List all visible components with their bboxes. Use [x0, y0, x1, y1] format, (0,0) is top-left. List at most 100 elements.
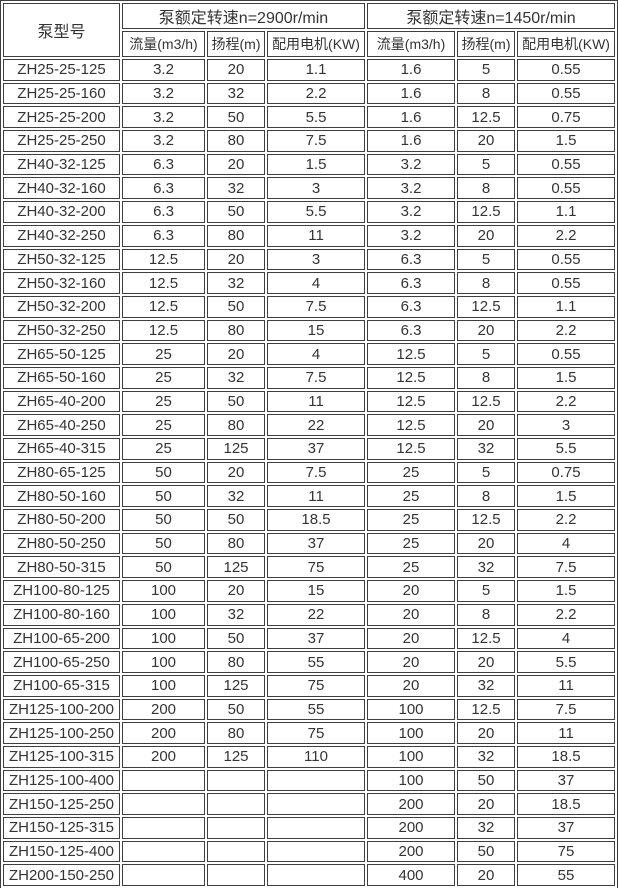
value-cell: 100 [122, 580, 205, 602]
value-cell: 12.5 [367, 343, 456, 365]
value-cell: 3 [267, 177, 366, 200]
table-row: ZH25-25-125 3.2 20 1.1 1.6 5 0.55 [3, 59, 616, 81]
value-cell: 7.5 [267, 366, 366, 389]
value-cell: 5 [457, 343, 516, 365]
value-cell: 2.2 [517, 509, 616, 531]
value-cell: 11 [267, 224, 366, 247]
value-cell: 0.55 [517, 153, 616, 176]
value-cell: 50 [207, 295, 265, 318]
value-cell: 32 [457, 817, 516, 839]
pump-model-cell: ZH50-32-125 [3, 248, 120, 271]
value-cell: 6.3 [367, 248, 456, 271]
value-cell: 20 [367, 580, 456, 602]
value-cell: 20 [457, 864, 516, 887]
value-cell: 100 [122, 651, 205, 673]
value-cell: 8 [457, 485, 516, 508]
value-cell: 32 [207, 485, 265, 508]
value-cell: 8 [457, 366, 516, 389]
value-cell: 6.3 [122, 224, 205, 247]
value-cell: 1.5 [517, 130, 616, 152]
value-cell: 80 [207, 532, 265, 555]
value-cell: 8 [457, 82, 516, 105]
header-row-groups: 泵型号 泵额定转速n=2900r/min 泵额定转速n=1450r/min [3, 3, 616, 57]
value-cell: 2.2 [267, 82, 366, 105]
value-cell: 110 [267, 745, 366, 768]
value-cell [122, 769, 205, 792]
value-cell: 75 [267, 674, 366, 697]
value-cell: 5 [457, 59, 516, 81]
value-cell: 0.55 [517, 82, 616, 105]
value-cell: 6.3 [367, 319, 456, 342]
value-cell: 12.5 [367, 414, 456, 436]
value-cell: 5.5 [517, 651, 616, 673]
value-cell: 2.2 [517, 603, 616, 626]
value-cell: 7.5 [517, 556, 616, 579]
pump-model-cell: ZH40-32-250 [3, 224, 120, 247]
value-cell: 12.5 [122, 319, 205, 342]
pump-model-cell: ZH80-50-250 [3, 532, 120, 555]
value-cell: 3 [517, 414, 616, 436]
value-cell: 37 [267, 438, 366, 460]
value-cell: 11 [267, 390, 366, 413]
table-row: ZH65-50-125 25 20 4 12.5 5 0.55 [3, 343, 616, 365]
value-cell: 1.5 [517, 580, 616, 602]
value-cell: 1.1 [267, 59, 366, 81]
value-cell: 55 [517, 864, 616, 887]
value-cell: 3.2 [122, 130, 205, 152]
value-cell: 18.5 [517, 745, 616, 768]
value-cell: 20 [457, 651, 516, 673]
value-cell: 80 [207, 651, 265, 673]
value-cell: 125 [207, 745, 265, 768]
value-cell: 4 [267, 343, 366, 365]
value-cell: 75 [267, 722, 366, 744]
value-cell: 20 [207, 153, 265, 176]
pump-model-cell: ZH40-32-125 [3, 153, 120, 176]
value-cell: 12.5 [457, 295, 516, 318]
table-row: ZH100-80-160 100 32 22 20 8 2.2 [3, 603, 616, 626]
value-cell: 12.5 [457, 390, 516, 413]
value-cell [207, 769, 265, 792]
value-cell: 7.5 [267, 461, 366, 484]
value-cell: 75 [517, 840, 616, 863]
table-row: ZH200-150-250 400 20 55 [3, 864, 616, 887]
value-cell: 11 [517, 674, 616, 697]
pump-model-cell: ZH40-32-200 [3, 201, 120, 223]
value-cell: 20 [367, 603, 456, 626]
value-cell: 11 [267, 485, 366, 508]
value-cell [122, 840, 205, 863]
column-header-motor-2900: 配用电机(KW) [267, 31, 366, 57]
value-cell: 0.55 [517, 343, 616, 365]
table-row: ZH100-80-125 100 20 15 20 5 1.5 [3, 580, 616, 602]
pump-model-cell: ZH80-50-200 [3, 509, 120, 531]
value-cell: 200 [122, 745, 205, 768]
value-cell: 4 [517, 627, 616, 650]
value-cell: 80 [207, 130, 265, 152]
table-row: ZH50-32-200 12.5 50 7.5 6.3 12.5 1.1 [3, 295, 616, 318]
value-cell: 50 [122, 485, 205, 508]
value-cell: 20 [207, 461, 265, 484]
pump-model-cell: ZH150-125-400 [3, 840, 120, 863]
value-cell: 25 [367, 461, 456, 484]
value-cell [122, 864, 205, 887]
table-row: ZH50-32-250 12.5 80 15 6.3 20 2.2 [3, 319, 616, 342]
value-cell [122, 793, 205, 815]
value-cell: 37 [267, 627, 366, 650]
table-row: ZH50-32-160 12.5 32 4 6.3 8 0.55 [3, 272, 616, 294]
table-row: ZH25-25-250 3.2 80 7.5 1.6 20 1.5 [3, 130, 616, 152]
value-cell: 200 [122, 722, 205, 744]
value-cell: 32 [207, 366, 265, 389]
table-row: ZH25-25-160 3.2 32 2.2 1.6 8 0.55 [3, 82, 616, 105]
pump-model-cell: ZH150-125-315 [3, 817, 120, 839]
pump-model-cell: ZH25-25-160 [3, 82, 120, 105]
table-row: ZH50-32-125 12.5 20 3 6.3 5 0.55 [3, 248, 616, 271]
value-cell: 20 [207, 343, 265, 365]
column-header-flow-2900: 流量(m3/h) [122, 31, 205, 57]
value-cell: 3.2 [122, 82, 205, 105]
value-cell: 55 [267, 698, 366, 721]
value-cell: 0.55 [517, 248, 616, 271]
table-row: ZH80-50-160 50 32 11 25 8 1.5 [3, 485, 616, 508]
value-cell: 1.6 [367, 82, 456, 105]
table-row: ZH65-50-160 25 32 7.5 12.5 8 1.5 [3, 366, 616, 389]
table-row: ZH150-125-315 200 32 37 [3, 817, 616, 839]
